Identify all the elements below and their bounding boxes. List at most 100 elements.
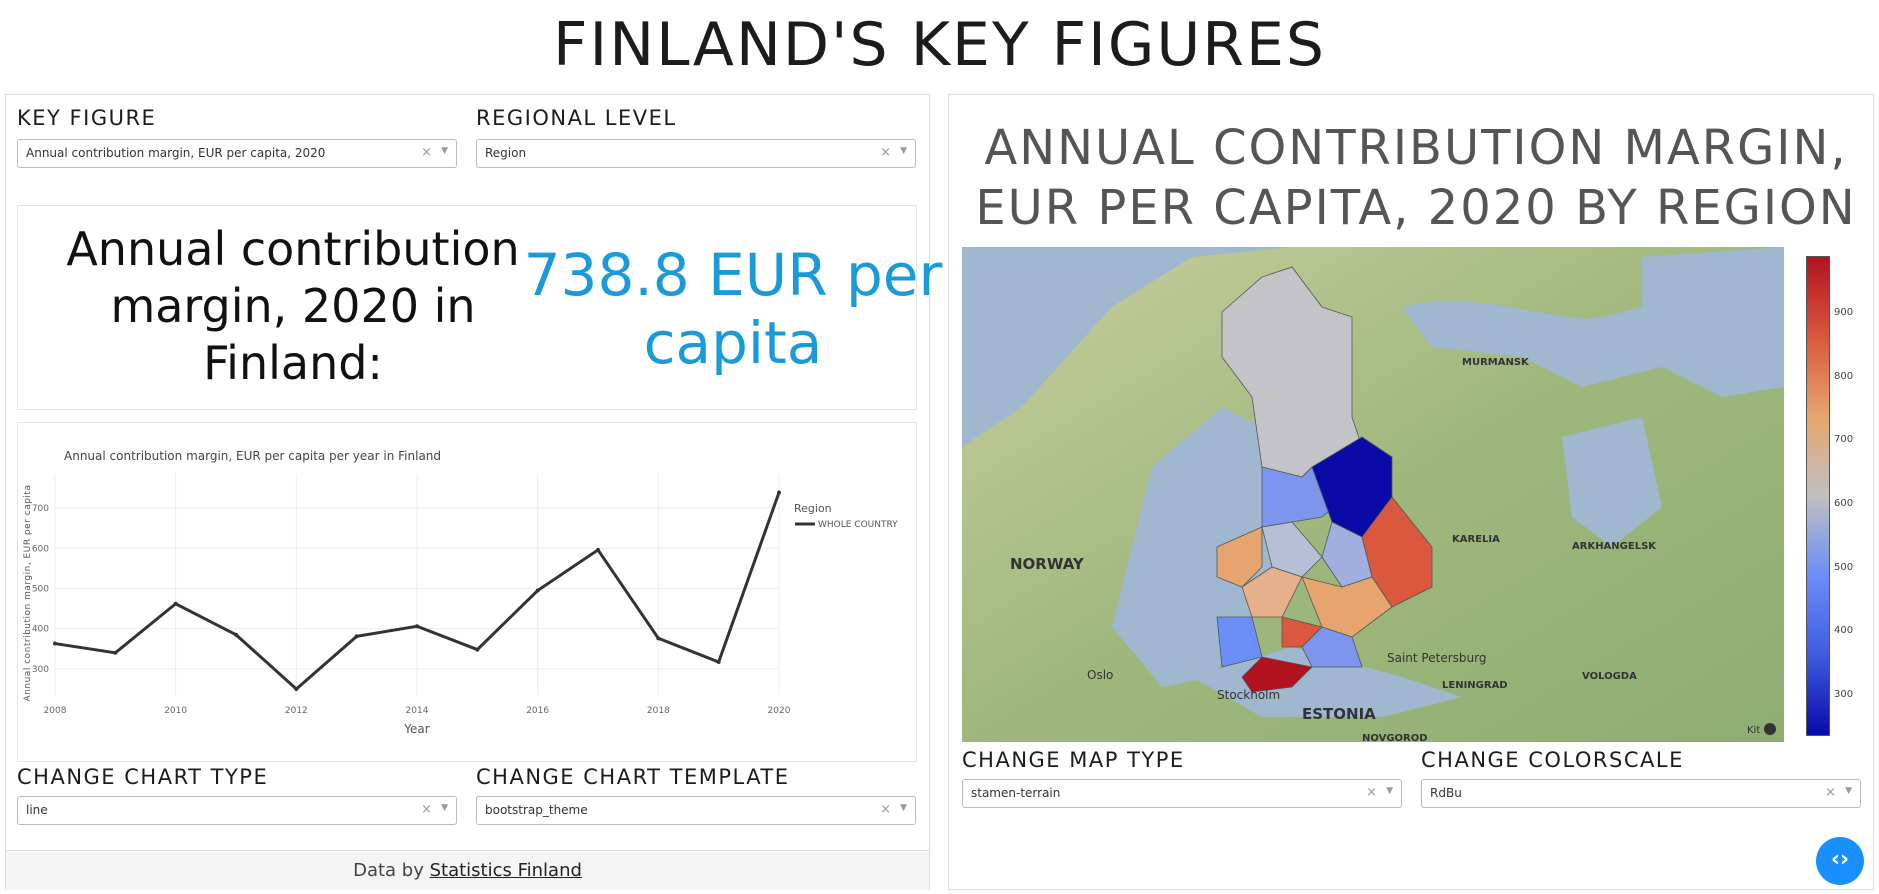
clear-icon[interactable]: ×: [880, 145, 891, 160]
label-estonia: ESTONIA: [1302, 705, 1376, 723]
region-central-finland[interactable]: [1261, 521, 1323, 578]
regional-level-value: Region: [485, 146, 527, 160]
map-type-label: CHANGE MAP TYPE: [962, 748, 1185, 772]
key-figure-dropdown[interactable]: Annual contribution margin, EUR per capi…: [17, 139, 457, 168]
code-icon: ‹›: [1830, 847, 1850, 872]
data-point[interactable]: [535, 588, 540, 593]
x-tick-label: 2012: [285, 706, 308, 716]
colorbar-tick-label: 400: [1834, 625, 1854, 637]
data-point[interactable]: [113, 650, 118, 655]
data-point[interactable]: [777, 490, 781, 495]
summary-text: Annual contribution margin, 2020 in Finl…: [66, 222, 520, 390]
label-oslo: Oslo: [1087, 668, 1113, 682]
map-attribution[interactable]: Kit: [1747, 725, 1760, 736]
x-tick-label: 2008: [44, 706, 67, 716]
colorscale-dropdown[interactable]: RdBu × ▼: [1421, 779, 1861, 808]
y-tick-label: 400: [32, 625, 49, 635]
caret-down-icon: ▼: [441, 803, 448, 813]
map-type-dropdown[interactable]: stamen-terrain × ▼: [962, 779, 1402, 808]
colorbar-gradient: [1806, 256, 1830, 736]
footer: Data by Statistics Finland: [6, 850, 929, 890]
region-uusimaa[interactable]: [1241, 656, 1313, 693]
y-tick-label: 600: [32, 544, 49, 554]
clear-icon[interactable]: ×: [880, 802, 891, 817]
label-novgorod: NOVGOROD: [1362, 733, 1428, 742]
caret-down-icon: ▼: [900, 803, 907, 813]
y-axis-label: Annual contribution margin, EUR per capi…: [23, 485, 33, 702]
line-chart-card: Annual contribution margin, EUR per capi…: [17, 422, 917, 762]
code-toggle-button[interactable]: ‹›: [1816, 837, 1864, 885]
colorscale-value: RdBu: [1430, 786, 1462, 800]
label-karelia: KARELIA: [1452, 534, 1500, 545]
caret-down-icon: ▼: [1845, 786, 1852, 796]
key-figure-label: KEY FIGURE: [17, 106, 157, 130]
white-sea: [1562, 417, 1662, 547]
y-tick-label: 500: [32, 584, 49, 594]
colorbar-tick-label: 800: [1834, 370, 1854, 382]
x-tick-label: 2016: [526, 706, 549, 716]
legend-item[interactable]: WHOLE COUNTRY: [818, 520, 898, 530]
caret-down-icon: ▼: [900, 146, 907, 156]
info-icon[interactable]: [1764, 723, 1776, 735]
left-panel: [5, 94, 930, 890]
label-norway: NORWAY: [1010, 555, 1085, 573]
x-tick-label: 2010: [164, 706, 187, 716]
clear-icon[interactable]: ×: [421, 145, 432, 160]
colorbar: 300 400 500 600 700 800 900: [1784, 247, 1864, 742]
map-type-value: stamen-terrain: [971, 786, 1061, 800]
page-title: FINLAND'S KEY FIGURES: [553, 10, 1326, 80]
x-axis-label: Year: [403, 722, 429, 736]
label-stockholm: Stockholm: [1217, 688, 1280, 702]
data-point[interactable]: [656, 636, 661, 641]
region-kymenlaakso[interactable]: [1301, 626, 1363, 668]
colorbar-tick-label: 300: [1834, 688, 1854, 700]
statistics-finland-link[interactable]: Statistics Finland: [429, 860, 582, 881]
y-tick-label: 700: [32, 504, 49, 514]
colorbar-tick-label: 600: [1834, 497, 1854, 509]
data-point[interactable]: [596, 547, 600, 552]
data-point[interactable]: [234, 632, 238, 637]
chart-type-dropdown[interactable]: line × ▼: [17, 796, 457, 825]
caret-down-icon: ▼: [441, 146, 448, 156]
data-point[interactable]: [354, 634, 359, 639]
data-point[interactable]: [475, 647, 480, 652]
chart-template-dropdown[interactable]: bootstrap_theme × ▼: [476, 796, 916, 825]
clear-icon[interactable]: ×: [421, 802, 432, 817]
data-point[interactable]: [716, 660, 721, 665]
caret-down-icon: ▼: [1386, 786, 1393, 796]
line-chart[interactable]: Annual contribution margin, EUR per capi…: [18, 423, 918, 763]
legend-title: Region: [794, 502, 832, 515]
chart-template-value: bootstrap_theme: [485, 803, 588, 817]
chart-type-label: CHANGE CHART TYPE: [17, 765, 269, 789]
data-point[interactable]: [294, 686, 299, 691]
map-place-labels: NORWAY ESTONIA MURMANSK KARELIA ARKHANGE…: [1010, 357, 1657, 742]
clear-icon[interactable]: ×: [1825, 785, 1836, 800]
choropleth-map[interactable]: NORWAY ESTONIA MURMANSK KARELIA ARKHANGE…: [962, 247, 1784, 742]
barents-sea: [1402, 247, 1784, 397]
region-ostrobothnia[interactable]: [1216, 526, 1263, 588]
colorbar-tick-label: 700: [1834, 434, 1854, 446]
finland-regions: [1216, 266, 1433, 693]
region-pirkanmaa[interactable]: [1241, 566, 1303, 618]
summary-value: 738.8 EUR per capita: [523, 241, 943, 377]
data-point[interactable]: [173, 601, 178, 606]
chart-type-value: line: [26, 803, 48, 817]
label-arkhangelsk: ARKHANGELSK: [1572, 541, 1657, 552]
x-tick-label: 2014: [406, 706, 429, 716]
x-tick-label: 2018: [647, 706, 670, 716]
label-murmansk: MURMANSK: [1462, 357, 1530, 368]
regional-level-dropdown[interactable]: Region × ▼: [476, 139, 916, 168]
data-point[interactable]: [53, 641, 57, 646]
summary-card: Annual contribution margin, 2020 in Finl…: [17, 205, 942, 410]
x-tick-label: 2020: [768, 706, 791, 716]
key-figure-value: Annual contribution margin, EUR per capi…: [26, 146, 326, 160]
label-leningrad: LENINGRAD: [1442, 680, 1508, 691]
clear-icon[interactable]: ×: [1366, 785, 1377, 800]
label-saint-petersburg: Saint Petersburg: [1387, 651, 1486, 665]
colorscale-label: CHANGE COLORSCALE: [1421, 748, 1684, 772]
colorbar-tick-label: 900: [1834, 307, 1854, 319]
chart-title: Annual contribution margin, EUR per capi…: [64, 449, 441, 463]
colorbar-tick-label: 500: [1834, 561, 1854, 573]
data-point[interactable]: [415, 624, 419, 629]
chart-template-label: CHANGE CHART TEMPLATE: [476, 765, 790, 789]
